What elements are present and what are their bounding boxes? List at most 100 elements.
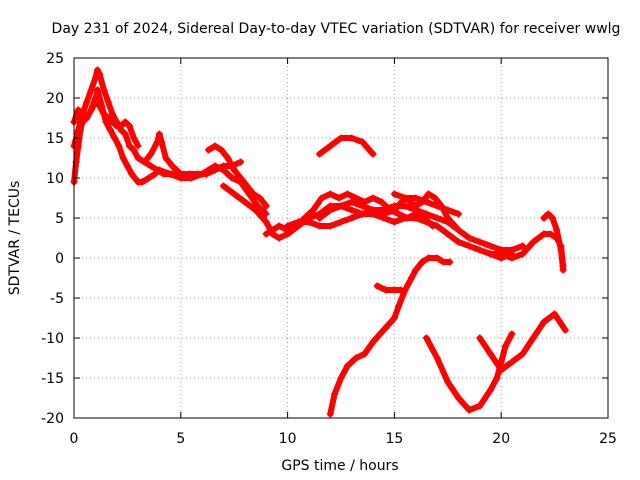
data-point (390, 206, 398, 214)
data-point (147, 150, 155, 158)
data-point (476, 334, 484, 342)
data-point (337, 374, 345, 382)
data-point (205, 146, 213, 154)
x-tick-label: 10 (279, 431, 297, 447)
data-point (187, 174, 195, 182)
data-point (395, 302, 403, 310)
series-track-m (540, 210, 567, 274)
data-point (529, 238, 537, 246)
data-point (418, 258, 426, 266)
series-track-f (205, 142, 270, 210)
data-point (433, 354, 441, 362)
data-point (335, 194, 343, 202)
data-point (74, 106, 82, 114)
data-point (508, 254, 516, 262)
data-point (87, 86, 95, 94)
data-point (390, 286, 398, 294)
data-point (93, 86, 101, 94)
data-point (117, 122, 125, 130)
data-point (454, 238, 462, 246)
data-point (243, 182, 251, 190)
x-axis-label: GPS time / hours (281, 458, 398, 474)
data-point (508, 358, 516, 366)
data-point (348, 206, 356, 214)
data-point (382, 286, 390, 294)
data-point (249, 190, 257, 198)
data-point (262, 218, 270, 226)
data-point (316, 214, 324, 222)
data-point (559, 266, 567, 274)
data-point (91, 74, 99, 82)
data-point (326, 410, 334, 418)
data-point (540, 318, 548, 326)
data-point (390, 314, 398, 322)
data-point (230, 166, 238, 174)
data-point (343, 190, 351, 198)
data-point (130, 134, 138, 142)
data-point (431, 194, 439, 202)
data-point (83, 98, 91, 106)
data-point (83, 114, 91, 122)
data-point (519, 250, 527, 258)
chart-title: Day 231 of 2024, Sidereal Day-to-day VTE… (52, 21, 621, 37)
x-tick-label: 25 (599, 431, 617, 447)
y-tick-label: 0 (55, 251, 64, 267)
series-track-o (326, 254, 454, 418)
data-point (121, 130, 129, 138)
data-point (326, 190, 334, 198)
data-point (476, 246, 484, 254)
data-point (155, 130, 163, 138)
series-band (205, 143, 270, 209)
data-point (262, 210, 270, 218)
data-point (465, 242, 473, 250)
data-point (540, 214, 548, 222)
series-track-k (390, 190, 527, 254)
series-track-h (262, 190, 437, 238)
data-point (211, 142, 219, 150)
data-point (119, 154, 127, 162)
data-point (425, 190, 433, 198)
data-point (262, 202, 270, 210)
data-point (108, 118, 116, 126)
data-point (561, 326, 569, 334)
data-point (262, 230, 270, 238)
y-tick-label: 10 (46, 171, 64, 187)
data-point (519, 350, 527, 358)
series-band (71, 95, 142, 149)
data-point (412, 194, 420, 202)
data-point (378, 198, 386, 206)
series-track-r (476, 310, 569, 374)
data-point (87, 106, 95, 114)
y-tick-label: 5 (55, 211, 64, 227)
data-point (380, 326, 388, 334)
series-track-p (373, 282, 405, 294)
y-tick-label: 15 (46, 131, 64, 147)
data-point (237, 158, 245, 166)
data-point (348, 134, 356, 142)
data-point (369, 338, 377, 346)
data-point (418, 198, 426, 206)
data-point (93, 66, 101, 74)
data-point (369, 206, 377, 214)
data-point (369, 194, 377, 202)
data-point (465, 406, 473, 414)
data-point (104, 98, 112, 106)
data-point (230, 190, 238, 198)
y-tick-label: -5 (50, 291, 64, 307)
data-point (444, 378, 452, 386)
data-series (70, 66, 569, 418)
data-point (348, 214, 356, 222)
axes: 0 5 10 15 20 25 -20 -15 -10 -5 0 5 10 15 20 25 (41, 51, 617, 447)
data-point (100, 110, 108, 118)
data-point (348, 198, 356, 206)
data-point (422, 334, 430, 342)
data-point (337, 134, 345, 142)
data-point (497, 250, 505, 258)
data-point (106, 126, 114, 134)
data-point (373, 282, 381, 290)
data-point (252, 206, 260, 214)
data-point (397, 286, 405, 294)
y-tick-label: -20 (41, 411, 64, 427)
data-point (126, 122, 134, 130)
data-point (433, 254, 441, 262)
